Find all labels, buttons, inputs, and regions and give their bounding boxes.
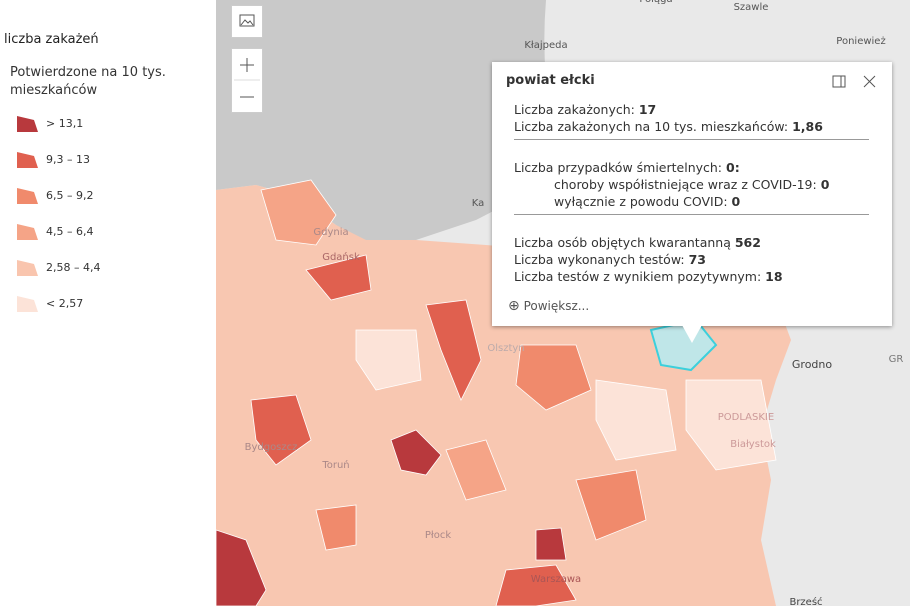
legend-swatch xyxy=(17,116,38,132)
popup-line: Liczba zakażonych na 10 tys. mieszkańców… xyxy=(514,119,823,134)
legend-swatch xyxy=(17,260,38,276)
field-value: 17 xyxy=(638,102,657,117)
legend-label: > 13,1 xyxy=(46,117,84,130)
popup-line: choroby współistniejące wraz z COVID-19:… xyxy=(554,177,829,192)
map-label: Grodno xyxy=(792,358,832,371)
legend-label: 2,58 – 4,4 xyxy=(46,261,101,274)
zoom-text[interactable]: Powiększ... xyxy=(523,299,590,313)
popup-line: Liczba osób objętych kwarantanną 562 xyxy=(514,235,761,250)
legend-swatch xyxy=(17,152,38,168)
zoom-controls xyxy=(231,48,263,113)
map-label: Ka xyxy=(472,198,485,209)
legend-item: 2,58 – 4,4 xyxy=(16,258,100,278)
popup: powiat ełcki Liczba zakażonych: 17 Liczba… xyxy=(492,62,892,326)
field-value: 0 xyxy=(820,177,830,192)
field-value: 18 xyxy=(765,269,783,284)
map-label: Warszawa xyxy=(531,574,581,585)
swatch-shape xyxy=(17,116,38,132)
map-label: Szawle xyxy=(734,2,769,13)
popup-line: wyłącznie z powodu COVID: 0 xyxy=(554,194,740,209)
legend-swatch xyxy=(17,188,38,204)
zoom-icons[interactable] xyxy=(232,49,262,112)
map-label: Olsztyn xyxy=(487,343,524,354)
field-value: 0 xyxy=(731,194,741,209)
field-label: Liczba wykonanych testów: xyxy=(514,252,689,267)
field-value: 73 xyxy=(688,252,706,267)
map-label: Brześć xyxy=(789,596,822,606)
map-label: Połąga xyxy=(639,0,672,5)
map-label: PODLASKIE xyxy=(718,412,774,423)
zoom-link[interactable]: ⊕ Powiększ... xyxy=(508,298,590,314)
legend-subtitle: Potwierdzone na 10 tys. mieszkańców xyxy=(10,65,166,98)
map-label: Poniewież xyxy=(836,36,885,47)
field-label: Liczba zakażonych: xyxy=(514,102,639,117)
map-labels: Kłajpeda Szawle Poniewież Połąga Grodno Biały… xyxy=(245,0,904,606)
swatch-shape xyxy=(17,296,38,312)
legend-item: < 2,57 xyxy=(16,294,83,314)
field-value: 1,86 xyxy=(792,119,823,134)
field-value: 0: xyxy=(726,160,740,175)
popup-pointer xyxy=(682,325,702,343)
map-label: Gdynia xyxy=(313,227,348,238)
image-icon xyxy=(239,14,255,27)
map-label: Białystok xyxy=(730,439,776,450)
popup-line: Liczba zakażonych: 17 xyxy=(514,102,656,117)
legend-label: 9,3 – 13 xyxy=(46,153,90,166)
basemap-button[interactable] xyxy=(231,5,263,38)
map-label: GR xyxy=(889,354,904,365)
popup-title: powiat ełcki xyxy=(506,73,595,88)
popup-line: Liczba testów z wynikiem pozytywnym: 18 xyxy=(514,269,783,284)
legend-swatch xyxy=(17,296,38,312)
field-label: Liczba zakażonych na 10 tys. mieszkańców… xyxy=(514,119,793,134)
legend-label: 4,5 – 6,4 xyxy=(46,225,94,238)
popup-line: Liczba wykonanych testów: 73 xyxy=(514,252,706,267)
map-label: Bydgoszcz xyxy=(245,442,298,453)
map-label: Płock xyxy=(425,530,451,541)
legend-item: > 13,1 xyxy=(16,114,83,134)
separator xyxy=(514,139,869,140)
legend-item: 9,3 – 13 xyxy=(16,150,90,170)
legend-item: 6,5 – 9,2 xyxy=(16,186,93,206)
swatch-shape xyxy=(17,260,38,276)
popup-actions[interactable] xyxy=(832,74,877,90)
swatch-shape xyxy=(17,224,38,240)
legend-label: 6,5 – 9,2 xyxy=(46,189,94,202)
field-label: Liczba przypadków śmiertelnych: xyxy=(514,160,726,175)
field-label: Liczba testów z wynikiem pozytywnym: xyxy=(514,269,766,284)
field-value: 562 xyxy=(734,235,761,250)
legend-panel: liczba zakażeń Potwierdzone na 10 tys. m… xyxy=(0,0,216,606)
legend-item: 4,5 – 6,4 xyxy=(16,222,93,242)
separator xyxy=(514,214,869,215)
legend-title: liczba zakażeń xyxy=(4,32,99,47)
swatch-shape xyxy=(17,188,38,204)
districts xyxy=(216,179,777,606)
field-label: wyłącznie z powodu COVID: xyxy=(554,194,732,209)
field-label: Liczba osób objętych kwarantanną xyxy=(514,235,735,250)
legend-label: < 2,57 xyxy=(46,297,84,310)
field-label: choroby współistniejące wraz z COVID-19: xyxy=(554,177,821,192)
popup-line: Liczba przypadków śmiertelnych: 0: xyxy=(514,160,740,175)
map-label: Kłajpeda xyxy=(524,40,567,51)
swatch-shape xyxy=(17,152,38,168)
legend-swatch xyxy=(17,224,38,240)
map-label: Gdańsk xyxy=(322,251,360,263)
map-label: Toruń xyxy=(321,459,349,471)
